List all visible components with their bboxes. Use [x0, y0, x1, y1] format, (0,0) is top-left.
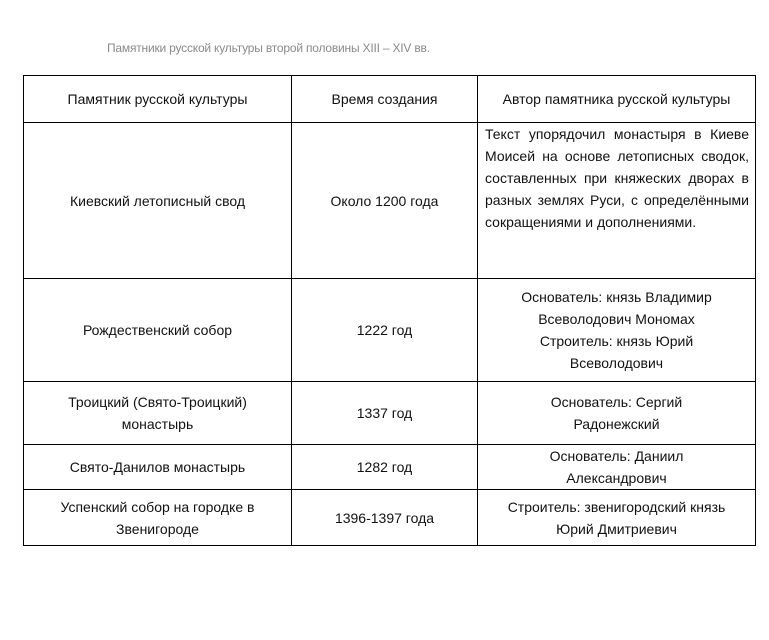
cell-time: 1222 год [291, 278, 478, 382]
table-row: Киевский летописный свод Около 1200 года… [23, 122, 756, 279]
cell-monument: Троицкий (Свято-Троицкий) монастырь [23, 381, 292, 445]
cell-time: 1282 год [291, 444, 478, 490]
monuments-table: Памятник русской культуры Время создания… [23, 75, 756, 546]
table-row: Свято-Данилов монастырь 1282 год Основат… [23, 444, 756, 490]
document-title: Памятники русской культуры второй полови… [107, 41, 430, 55]
table-row: Рождественский собор 1222 год Основатель… [23, 278, 756, 382]
cell-time: 1396-1397 года [291, 489, 478, 546]
cell-monument: Киевский летописный свод [23, 122, 292, 279]
cell-author: Основатель: князь Владимир Всеволодович … [477, 278, 756, 382]
header-author: Автор памятника русской культуры [477, 75, 756, 123]
table-row: Успенский собор на городке в Звенигороде… [23, 489, 756, 546]
cell-monument: Рождественский собор [23, 278, 292, 382]
cell-monument: Свято-Данилов монастырь [23, 444, 292, 490]
table-header-row: Памятник русской культуры Время создания… [23, 75, 756, 123]
header-monument: Памятник русской культуры [23, 75, 292, 123]
cell-monument: Успенский собор на городке в Звенигороде [23, 489, 292, 546]
cell-author: Строитель: звенигородский князь Юрий Дми… [477, 489, 756, 546]
cell-author: Основатель: Даниил Александрович [477, 444, 756, 490]
cell-time: Около 1200 года [291, 122, 478, 279]
cell-time: 1337 год [291, 381, 478, 445]
cell-author: Основатель: Сергий Радонежский [477, 381, 756, 445]
header-time: Время создания [291, 75, 478, 123]
cell-author: Текст упорядочил монастыря в Киеве Моисе… [477, 122, 756, 279]
table-row: Троицкий (Свято-Троицкий) монастырь 1337… [23, 381, 756, 445]
